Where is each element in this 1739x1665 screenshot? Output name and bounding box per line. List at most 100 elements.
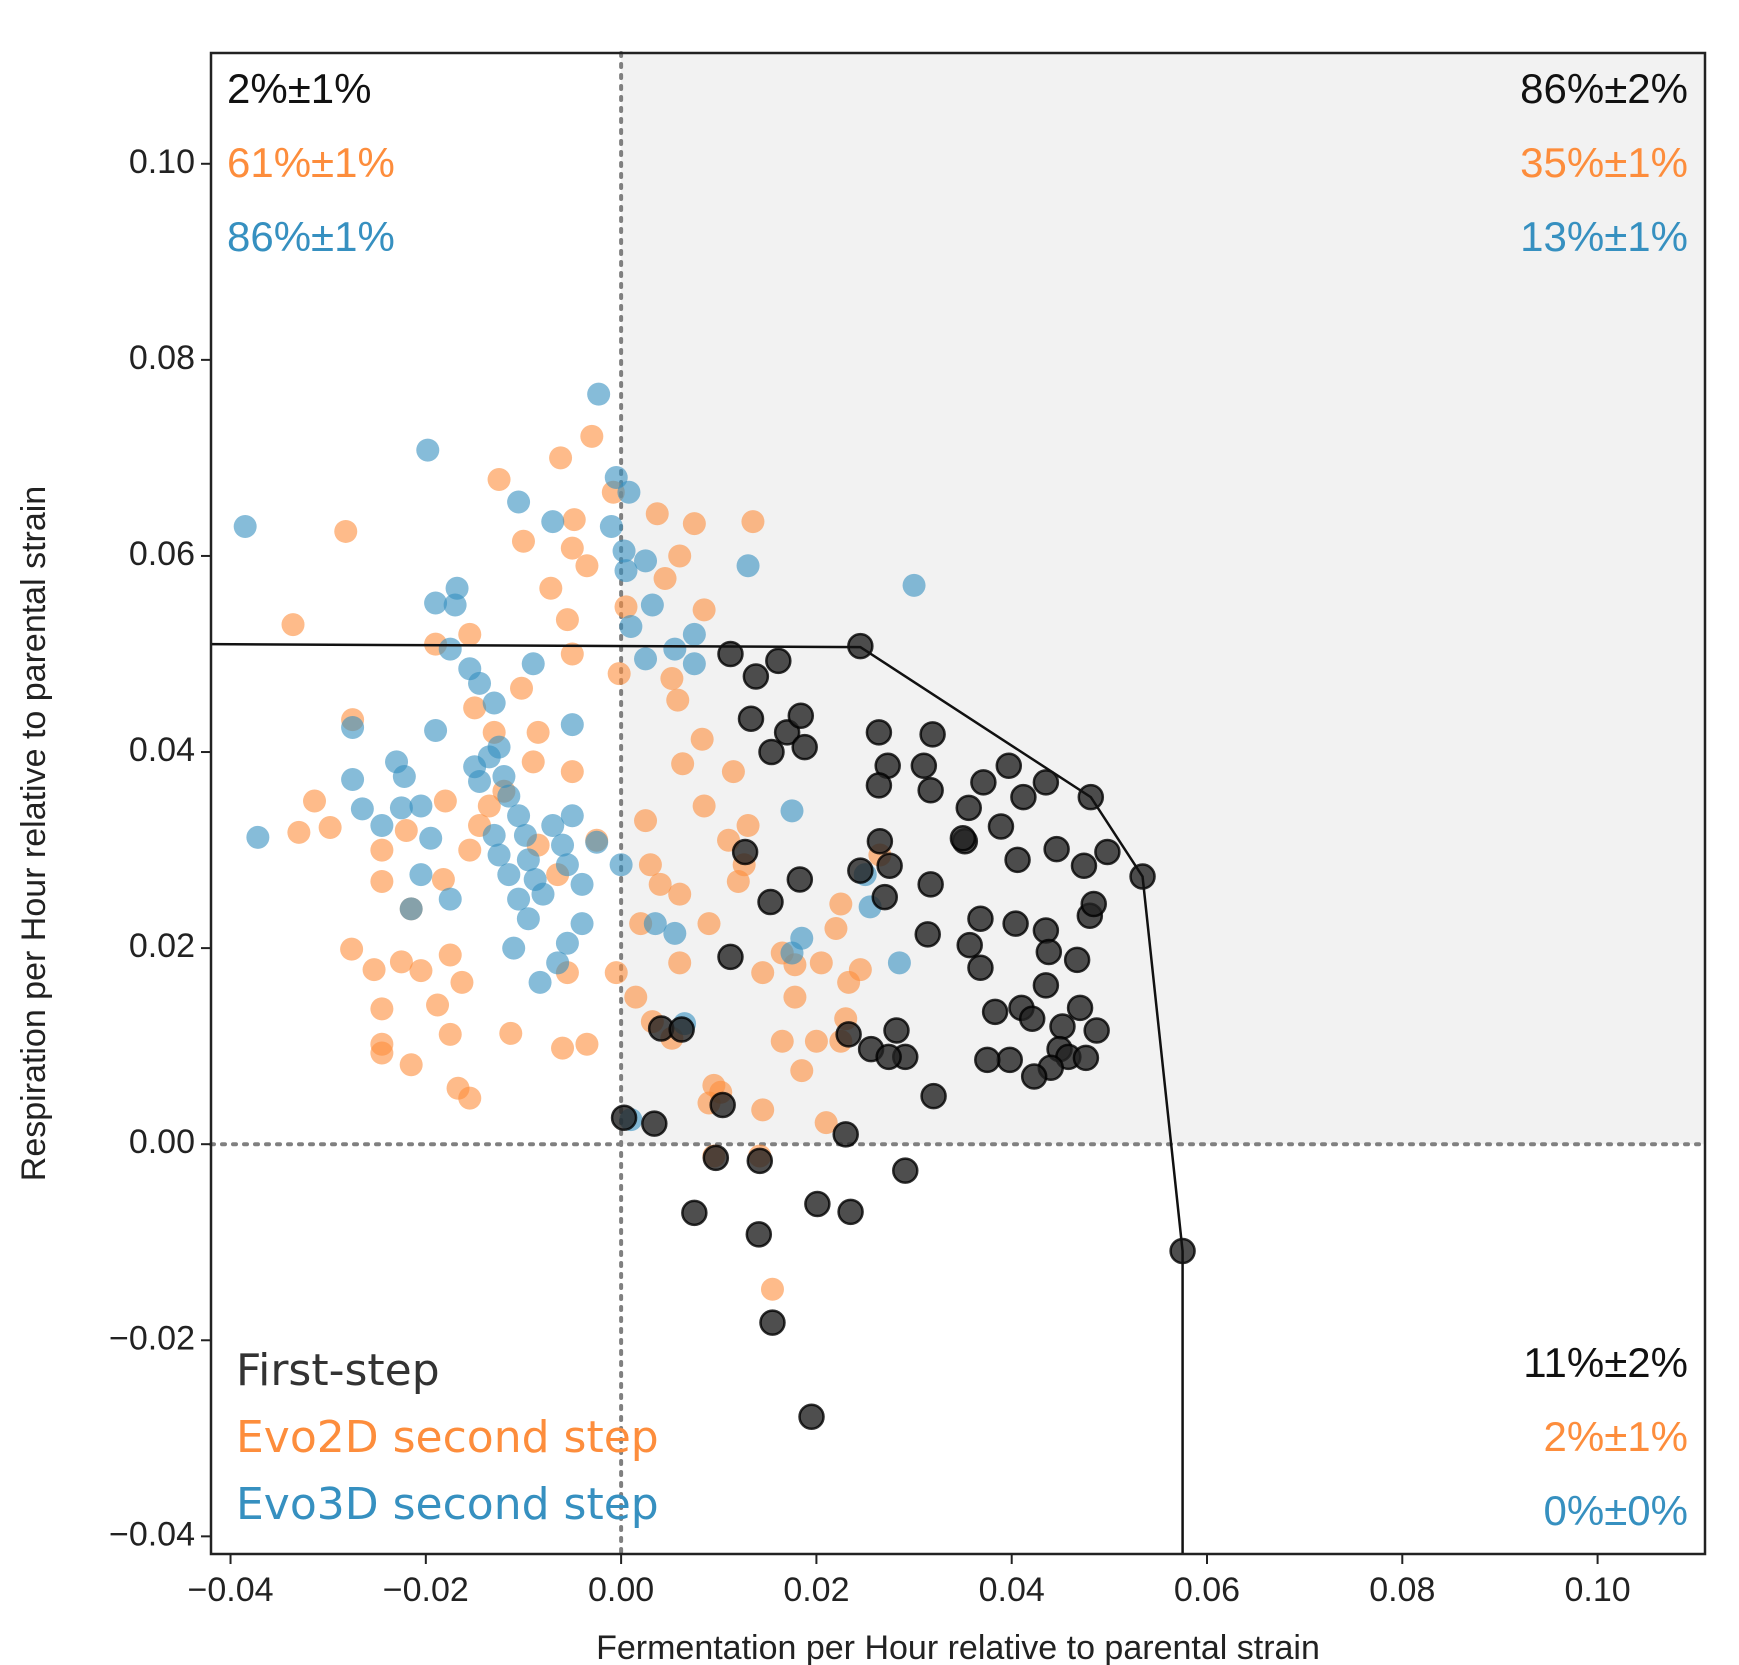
point <box>1032 972 1060 999</box>
quadrant-label: 2%±1% <box>1544 1413 1688 1460</box>
point <box>1080 890 1107 918</box>
point <box>570 872 594 896</box>
point <box>996 1046 1024 1074</box>
point <box>438 637 462 661</box>
frontier-line <box>210 642 1184 1554</box>
point <box>692 794 716 818</box>
point <box>507 887 531 911</box>
point <box>443 593 467 617</box>
point <box>697 912 721 936</box>
point <box>431 867 455 891</box>
point <box>717 640 744 668</box>
quadrant-label: 86%±2% <box>1520 65 1688 112</box>
point <box>507 490 531 514</box>
point <box>560 804 584 828</box>
point <box>426 993 450 1017</box>
point <box>389 796 413 820</box>
point <box>560 536 584 560</box>
point <box>914 921 941 948</box>
point <box>562 508 586 532</box>
point <box>587 382 611 406</box>
point <box>1094 838 1121 866</box>
point <box>551 833 575 857</box>
point <box>585 830 609 854</box>
point <box>917 871 944 898</box>
point <box>575 1032 599 1056</box>
quadrant-label: 61%±1% <box>227 139 395 186</box>
point <box>507 804 531 828</box>
point <box>919 721 946 748</box>
point <box>458 838 482 862</box>
point <box>824 917 848 941</box>
point <box>399 897 423 921</box>
point <box>871 883 899 911</box>
point <box>634 549 658 573</box>
point <box>607 662 631 686</box>
point <box>438 943 462 967</box>
y-tick-label: −0.02 <box>109 1319 195 1357</box>
quadrant-label: 86%±1% <box>227 213 395 260</box>
point <box>526 720 550 744</box>
point <box>690 727 714 751</box>
point <box>832 1121 859 1148</box>
point <box>416 438 440 462</box>
point <box>949 825 977 852</box>
x-tick-label: −0.04 <box>188 1571 274 1609</box>
point <box>409 959 433 983</box>
x-tick-label: 0.02 <box>783 1571 849 1609</box>
point <box>892 1157 919 1184</box>
point <box>956 931 983 959</box>
x-tick-label: 0.10 <box>1564 1571 1630 1609</box>
point <box>783 985 807 1009</box>
point <box>370 814 394 838</box>
point <box>370 997 394 1021</box>
point <box>433 789 457 813</box>
point <box>640 593 664 617</box>
point <box>468 769 492 793</box>
point <box>668 544 692 568</box>
point <box>1049 1013 1076 1040</box>
point <box>876 852 903 880</box>
point <box>668 882 692 906</box>
point <box>394 818 418 842</box>
point <box>666 688 690 712</box>
point <box>458 622 482 646</box>
point <box>511 529 535 553</box>
point <box>617 480 641 504</box>
x-tick-label: 0.04 <box>979 1571 1045 1609</box>
point <box>702 1144 730 1172</box>
point <box>458 1086 482 1110</box>
point <box>560 760 584 784</box>
point <box>638 853 662 877</box>
point <box>575 554 599 578</box>
point <box>829 892 853 916</box>
point <box>555 931 579 955</box>
point <box>516 848 540 872</box>
point <box>409 794 433 818</box>
point <box>737 705 765 732</box>
point <box>1002 910 1029 937</box>
y-tick-label: 0.06 <box>129 535 195 573</box>
point <box>580 424 604 448</box>
point <box>340 937 364 961</box>
point <box>1018 1005 1046 1032</box>
point <box>760 1277 784 1301</box>
point <box>502 936 526 960</box>
point <box>318 816 342 840</box>
point <box>281 613 305 637</box>
point <box>682 622 706 646</box>
point <box>521 652 545 676</box>
point <box>516 907 540 931</box>
point <box>424 718 448 742</box>
point <box>804 1190 831 1218</box>
point <box>482 823 506 847</box>
point <box>614 595 638 619</box>
point <box>499 1021 523 1045</box>
point <box>438 887 462 911</box>
point <box>609 853 633 877</box>
point <box>865 772 893 799</box>
point <box>731 838 759 866</box>
point <box>599 515 623 539</box>
point <box>736 814 760 838</box>
